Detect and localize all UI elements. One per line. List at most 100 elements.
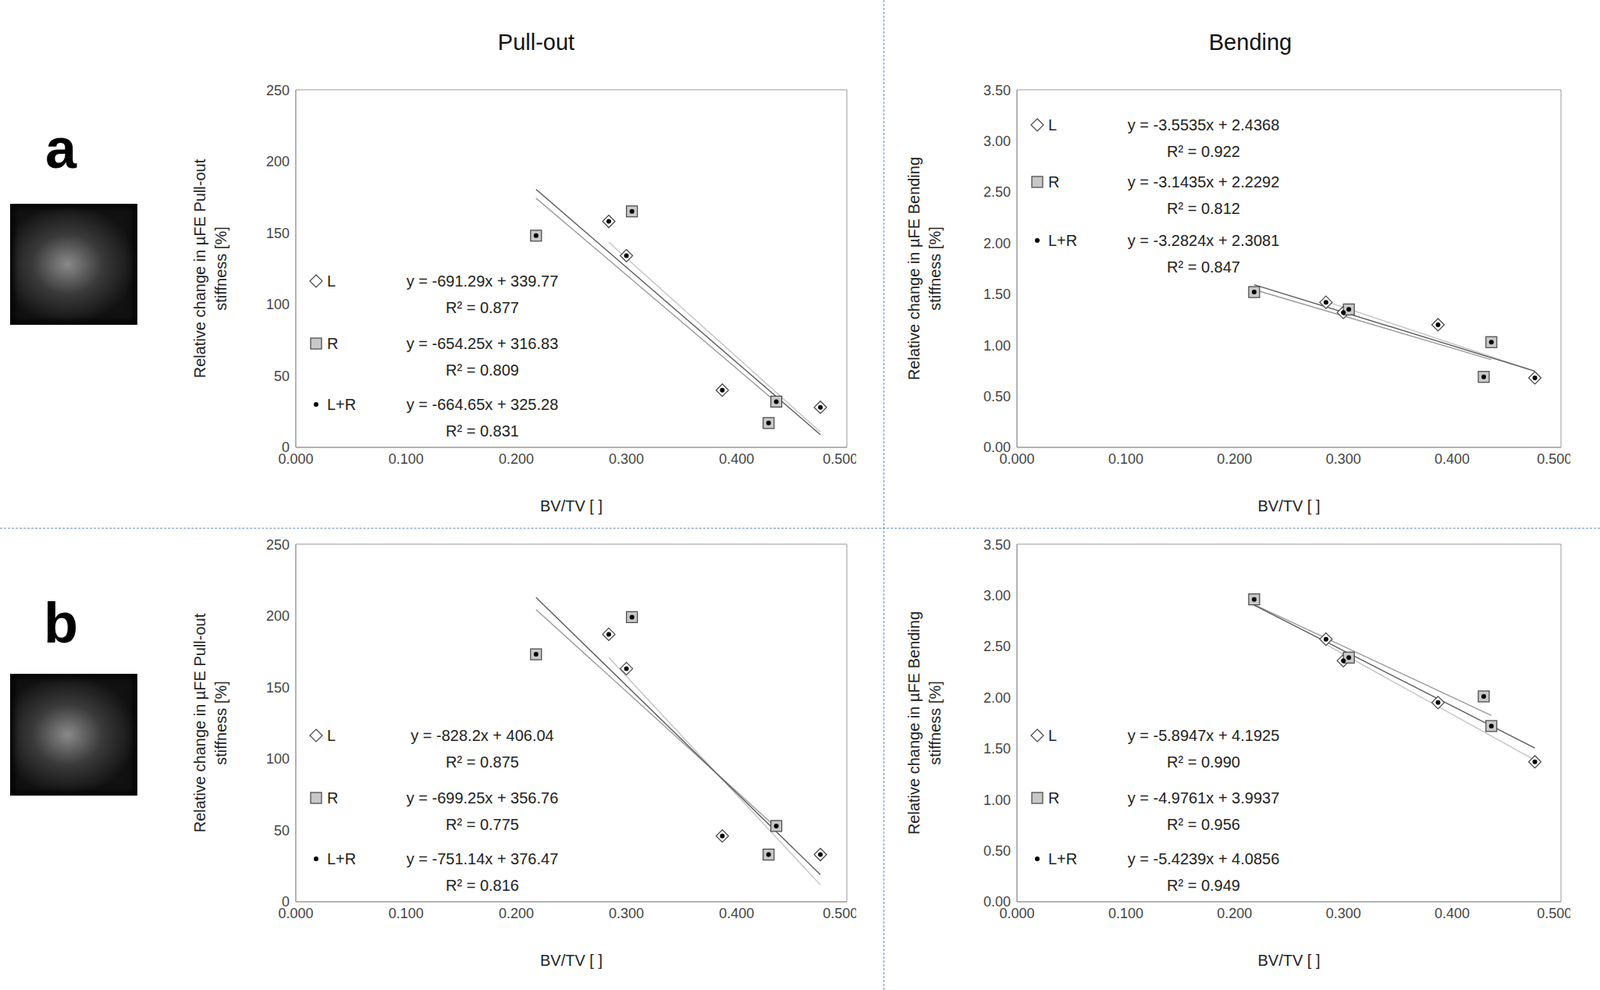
html-text:L+R: L+R	[1048, 849, 1078, 867]
svg-text:0.300: 0.300	[1326, 905, 1362, 921]
svg-text:0.100: 0.100	[1108, 451, 1144, 467]
svg-text:3.50: 3.50	[983, 82, 1011, 99]
html-text:y = -654.25x + 316.83: y = -654.25x + 316.83	[406, 334, 559, 352]
html-text:L: L	[1048, 726, 1057, 744]
svg-text:3.00: 3.00	[983, 133, 1011, 150]
svg-text:0.500: 0.500	[1536, 905, 1571, 921]
svg-text:2.50: 2.50	[983, 638, 1011, 655]
svg-text:150: 150	[266, 225, 290, 242]
html-text:BV/TV [ ]: BV/TV [ ]	[1257, 951, 1321, 969]
html-text:y = -699.25x + 356.76: y = -699.25x + 356.76	[406, 789, 559, 807]
html-text:L: L	[1048, 115, 1057, 134]
html-text:R² = 0.775: R² = 0.775	[445, 815, 520, 833]
html-text:R: R	[1048, 172, 1060, 191]
html-text:L+R: L+R	[327, 849, 357, 867]
svg-text:0.100: 0.100	[1108, 905, 1144, 921]
html-text:y = -664.65x + 325.28: y = -664.65x + 325.28	[406, 395, 559, 413]
html-text:b: b	[43, 591, 79, 655]
svg-text:0.400: 0.400	[718, 905, 754, 921]
html-text:Relative change in µFE Bending: Relative change in µFE Bending stiffness…	[905, 611, 944, 835]
html-text:y = -691.29x + 339.77: y = -691.29x + 339.77	[406, 272, 559, 290]
html-text:y = -3.2824x + 2.3081: y = -3.2824x + 2.3081	[1127, 231, 1280, 249]
html-text:R² = 0.809: R² = 0.809	[445, 361, 520, 379]
svg-text:0.200: 0.200	[498, 451, 534, 467]
html-text:BV/TV [ ]: BV/TV [ ]	[540, 951, 603, 969]
svg-text:1.50: 1.50	[983, 740, 1011, 757]
svg-text:0.200: 0.200	[1216, 905, 1252, 921]
html-text:R² = 0.956: R² = 0.956	[1166, 815, 1241, 833]
svg-text:0.50: 0.50	[983, 842, 1011, 859]
svg-text:0.50: 0.50	[983, 388, 1011, 405]
svg-text:0.000: 0.000	[278, 450, 314, 467]
svg-text:0.200: 0.200	[498, 905, 534, 921]
html-text:R² = 0.812: R² = 0.812	[1166, 199, 1241, 217]
html-text:Bending: Bending	[1208, 29, 1292, 55]
svg-text:100: 100	[266, 296, 290, 313]
svg-text:0.500: 0.500	[822, 905, 857, 921]
svg-text:0.200: 0.200	[1216, 451, 1252, 467]
svg-text:0.000: 0.000	[278, 905, 314, 921]
html-text:R² = 0.990: R² = 0.990	[1166, 753, 1241, 771]
svg-text:0.500: 0.500	[822, 451, 857, 467]
html-text:R: R	[1048, 788, 1060, 806]
svg-text:0.100: 0.100	[388, 451, 424, 467]
html-text:L+R: L+R	[327, 395, 357, 413]
html-text:a: a	[45, 117, 77, 180]
html-text:L: L	[327, 726, 336, 744]
svg-text:0.400: 0.400	[1434, 451, 1470, 467]
svg-text:0.000: 0.000	[999, 905, 1035, 921]
html-text:R² = 0.875: R² = 0.875	[445, 753, 520, 771]
svg-text:150: 150	[266, 679, 290, 696]
svg-text:0.100: 0.100	[388, 905, 424, 921]
svg-text:3.50: 3.50	[983, 536, 1011, 553]
svg-text:200: 200	[266, 608, 290, 624]
svg-text:0.300: 0.300	[608, 451, 644, 467]
html-text:y = -3.5535x + 2.4368: y = -3.5535x + 2.4368	[1127, 116, 1280, 134]
html-text:Relative change in µFE Pull-ou: Relative change in µFE Pull-out stiffnes…	[191, 613, 230, 833]
html-text:y = -828.2x + 406.04: y = -828.2x + 406.04	[410, 726, 554, 744]
svg-text:1.00: 1.00	[983, 792, 1011, 808]
html-text:y = -3.1435x + 2.2292: y = -3.1435x + 2.2292	[1127, 173, 1280, 191]
html-text:R: R	[327, 788, 339, 806]
svg-text:100: 100	[266, 750, 290, 767]
html-text:Relative change in µFE Pull-ou: Relative change in µFE Pull-out stiffnes…	[191, 158, 230, 378]
html-text:y = -5.4239x + 4.0856: y = -5.4239x + 4.0856	[1127, 849, 1280, 868]
svg-text:2.00: 2.00	[983, 235, 1011, 252]
html-text:y = -751.14x + 376.47: y = -751.14x + 376.47	[406, 849, 559, 868]
html-text:R² = 0.877: R² = 0.877	[445, 298, 520, 317]
svg-text:50: 50	[273, 822, 290, 839]
svg-text:1.50: 1.50	[983, 286, 1011, 303]
svg-text:0.300: 0.300	[1326, 451, 1362, 467]
html-text:R² = 0.847: R² = 0.847	[1166, 258, 1241, 276]
html-text:BV/TV [ ]: BV/TV [ ]	[540, 497, 603, 515]
html-text:L: L	[327, 272, 336, 290]
svg-text:0: 0	[281, 439, 290, 456]
svg-text:3.00: 3.00	[983, 587, 1011, 604]
svg-text:0.000: 0.000	[999, 450, 1035, 467]
html-text:R² = 0.922: R² = 0.922	[1166, 142, 1241, 160]
svg-text:0: 0	[281, 893, 290, 910]
html-text:R² = 0.831: R² = 0.831	[445, 422, 520, 440]
svg-text:50: 50	[273, 368, 290, 384]
html-text:Relative change in µFE Bending: Relative change in µFE Bending stiffness…	[905, 156, 944, 381]
html-text:R² = 0.816: R² = 0.816	[445, 876, 520, 894]
html-text:y = -4.9761x + 3.9937: y = -4.9761x + 3.9937	[1127, 789, 1280, 807]
svg-text:2.00: 2.00	[983, 689, 1011, 706]
svg-text:0.00: 0.00	[983, 439, 1011, 456]
svg-text:0.00: 0.00	[983, 893, 1011, 910]
svg-text:200: 200	[266, 153, 290, 170]
html-text:y = -5.8947x + 4.1925: y = -5.8947x + 4.1925	[1127, 726, 1280, 744]
svg-text:1.00: 1.00	[983, 337, 1011, 354]
svg-text:250: 250	[266, 82, 290, 99]
html-text:R: R	[327, 334, 339, 352]
svg-text:0.300: 0.300	[608, 905, 644, 921]
svg-text:250: 250	[266, 536, 290, 553]
svg-text:0.400: 0.400	[718, 451, 754, 467]
html-text:R² = 0.949: R² = 0.949	[1166, 876, 1241, 894]
html-text:L+R: L+R	[1048, 231, 1078, 249]
svg-text:0.500: 0.500	[1536, 451, 1571, 467]
html-text:BV/TV [ ]: BV/TV [ ]	[1257, 497, 1321, 515]
html-text:Pull-out: Pull-out	[497, 29, 575, 55]
svg-text:0.400: 0.400	[1434, 905, 1470, 921]
svg-text:2.50: 2.50	[983, 184, 1011, 200]
